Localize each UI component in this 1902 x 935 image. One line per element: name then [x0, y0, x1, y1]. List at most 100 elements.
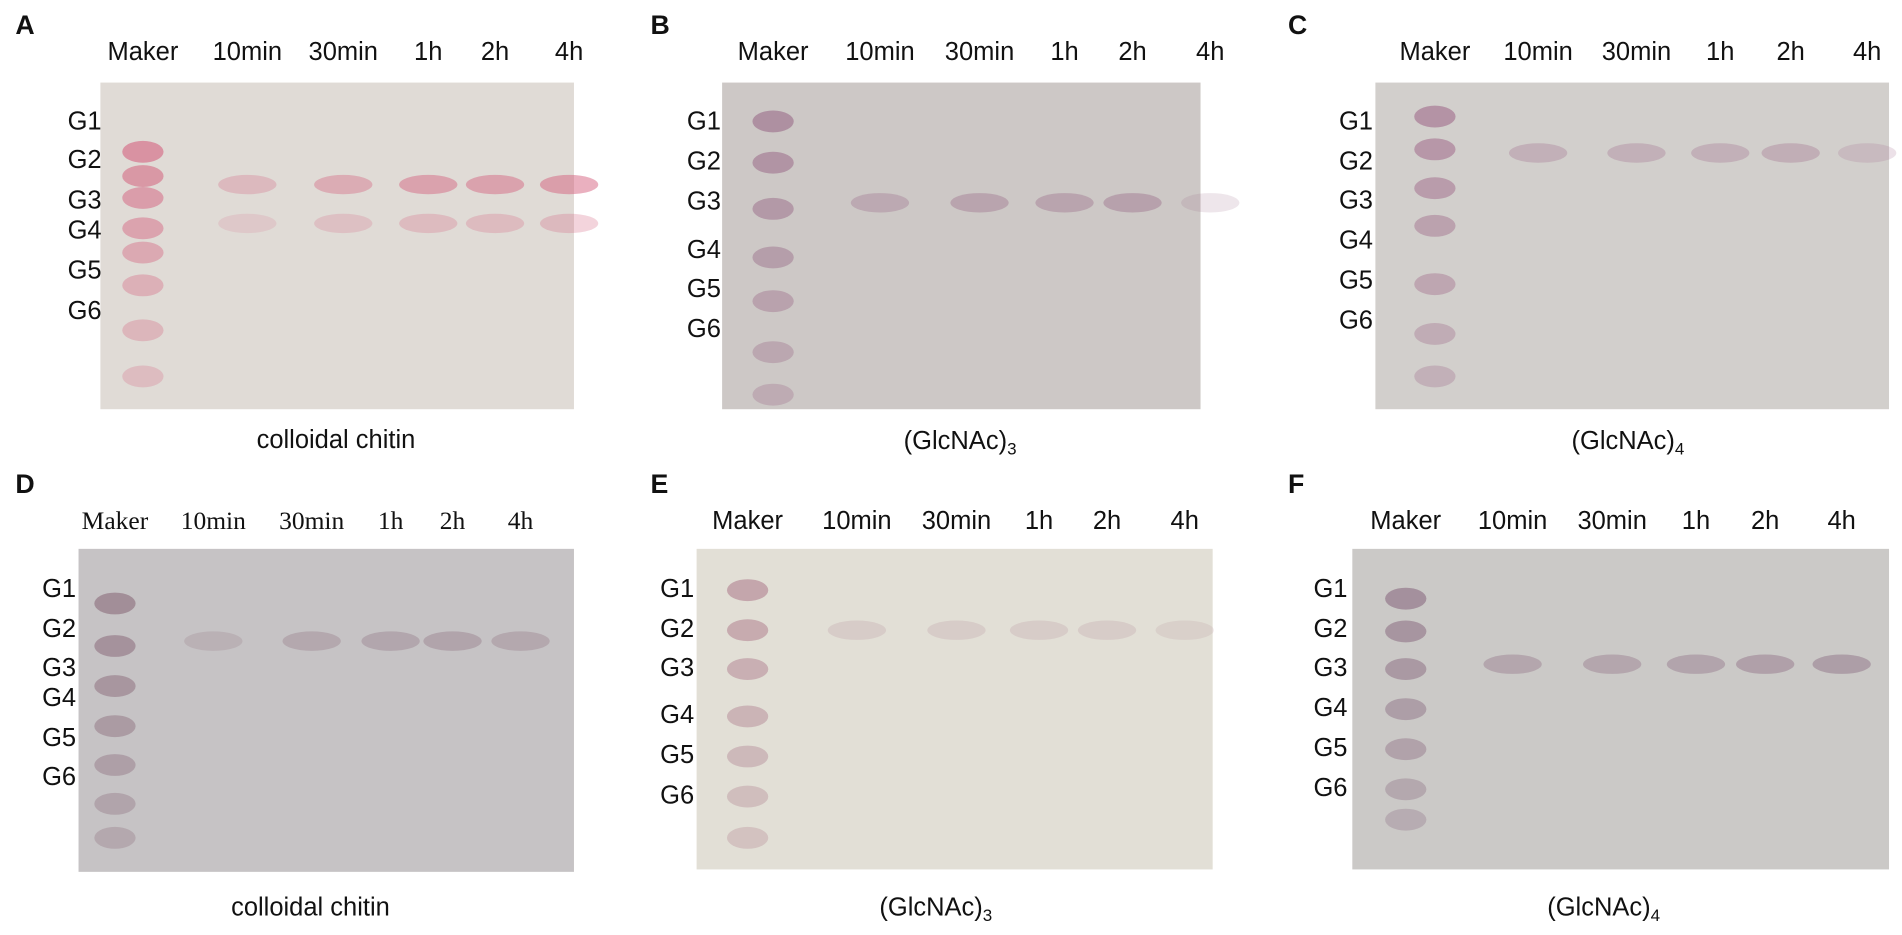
caption-text: (GlcNAc) — [1572, 427, 1675, 455]
marker-spot — [122, 165, 164, 187]
row-label: G1 — [687, 107, 721, 135]
panel: B Maker 10min 30min 1h 2h 4h G1 G2 G3 G4 G5 G6 (GlcNA… — [650, 10, 1240, 459]
marker-spot — [726, 826, 769, 849]
marker-spot — [1414, 273, 1456, 296]
row-label: G2 — [687, 147, 721, 175]
tlc-plate — [100, 82, 574, 410]
sample-spot — [1077, 620, 1137, 640]
lane-label: Maker — [82, 506, 149, 535]
panel-label: D — [15, 469, 34, 499]
lane-label: 30min — [279, 506, 344, 535]
caption: (GlcNAc)4 — [1572, 427, 1685, 459]
sample-spot — [1761, 143, 1820, 163]
marker-spot — [94, 715, 136, 738]
caption-subscript: 3 — [983, 906, 992, 925]
lane-label: Maker — [738, 38, 809, 66]
panel: C Maker 10min 30min 1h 2h 4h G1 G2 G3 G4 G5 G6 (GlcNA… — [1288, 10, 1897, 459]
lane-label: 30min — [1577, 507, 1646, 535]
lane-label: Maker — [1370, 507, 1441, 535]
row-label: G3 — [687, 188, 721, 216]
sample-spot — [465, 174, 525, 195]
marker-spot — [94, 754, 136, 776]
caption: (GlcNAc)3 — [904, 427, 1017, 459]
row-label: G2 — [1313, 615, 1347, 643]
marker-spot — [94, 592, 136, 615]
marker-spot — [94, 792, 136, 815]
lane-label: 4h — [508, 506, 534, 535]
sample-spot — [1508, 143, 1568, 163]
marker-spot — [1385, 658, 1427, 680]
lane-label: 2h — [1093, 507, 1121, 535]
sample-spot — [827, 620, 887, 640]
lane-label: 30min — [1602, 38, 1671, 66]
marker-spot — [1385, 587, 1427, 610]
sample-spot — [927, 620, 986, 640]
sample-spot — [850, 193, 910, 213]
lane-label: 30min — [309, 38, 378, 66]
sample-spot — [539, 213, 599, 234]
sample-spot — [1812, 654, 1871, 674]
lane-label: 2h — [1776, 38, 1804, 66]
lane-label: 10min — [822, 507, 891, 535]
sample-spot — [399, 213, 458, 234]
lane-label: 4h — [1171, 507, 1199, 535]
row-label: G5 — [1339, 266, 1373, 294]
panel: F Maker 10min 30min 1h 2h 4h G1 G2 G3 G4 G5 G6 (GlcNA… — [1288, 469, 1890, 925]
row-label: G3 — [1339, 186, 1373, 214]
panel-label: E — [650, 469, 668, 499]
row-label: G5 — [68, 257, 102, 285]
sample-spot — [1181, 193, 1240, 213]
marker-spot — [122, 217, 164, 240]
panel: A Maker 10min 30min 1h 2h 4h G1 G2 G3 G4 G5 G6 colloi… — [15, 10, 599, 454]
lane-label: 10min — [213, 38, 282, 66]
marker-spot — [1414, 214, 1456, 237]
panel: E Maker 10min 30min 1h 2h 4h G1 G2 G3 G4 G5 G6 (GlcNA… — [650, 469, 1214, 925]
marker-spot — [726, 579, 769, 602]
sample-spot — [465, 213, 525, 234]
sample-spot — [1691, 143, 1750, 163]
sample-spot — [1607, 143, 1666, 163]
row-label: G6 — [42, 763, 76, 791]
lane-label: 4h — [1853, 38, 1881, 66]
row-label: G3 — [42, 654, 76, 682]
tlc-plate — [1375, 82, 1890, 410]
marker-spot — [726, 785, 769, 808]
sample-spot — [1838, 143, 1897, 163]
caption-text: (GlcNAc) — [904, 427, 1007, 455]
caption: (GlcNAc)4 — [1547, 893, 1660, 925]
caption-subscript: 3 — [1007, 440, 1016, 459]
caption-subscript: 4 — [1651, 906, 1660, 925]
sample-spot — [1583, 654, 1642, 674]
marker-spot — [122, 241, 164, 264]
sample-spot — [1736, 654, 1795, 674]
row-label: G4 — [68, 217, 102, 245]
marker-spot — [1414, 138, 1456, 161]
row-label: G3 — [660, 654, 694, 682]
panel-label: B — [650, 10, 669, 40]
row-label: G5 — [660, 741, 694, 769]
row-label: G6 — [1313, 774, 1347, 802]
sample-spot — [314, 213, 373, 234]
sample-spot — [282, 631, 341, 651]
lane-label: 1h — [378, 506, 404, 535]
caption-text: colloidal chitin — [231, 893, 390, 921]
row-label: G6 — [687, 315, 721, 343]
lane-label: 2h — [1118, 38, 1146, 66]
sample-spot — [423, 631, 482, 651]
lane-label: 1h — [414, 38, 442, 66]
marker-spot — [122, 319, 164, 342]
sample-spot — [218, 174, 277, 195]
caption: colloidal chitin — [257, 426, 416, 454]
marker-spot — [1414, 177, 1456, 200]
lane-label: 10min — [1478, 507, 1547, 535]
sample-spot — [539, 174, 599, 195]
caption: colloidal chitin — [231, 893, 390, 921]
lane-label: 4h — [1196, 38, 1224, 66]
marker-spot — [1414, 323, 1456, 345]
row-label: G1 — [42, 575, 76, 603]
lane-label: 2h — [440, 506, 466, 535]
lane-label: 30min — [945, 38, 1014, 66]
lane-label: 1h — [1050, 38, 1078, 66]
tlc-plate — [1352, 548, 1890, 870]
